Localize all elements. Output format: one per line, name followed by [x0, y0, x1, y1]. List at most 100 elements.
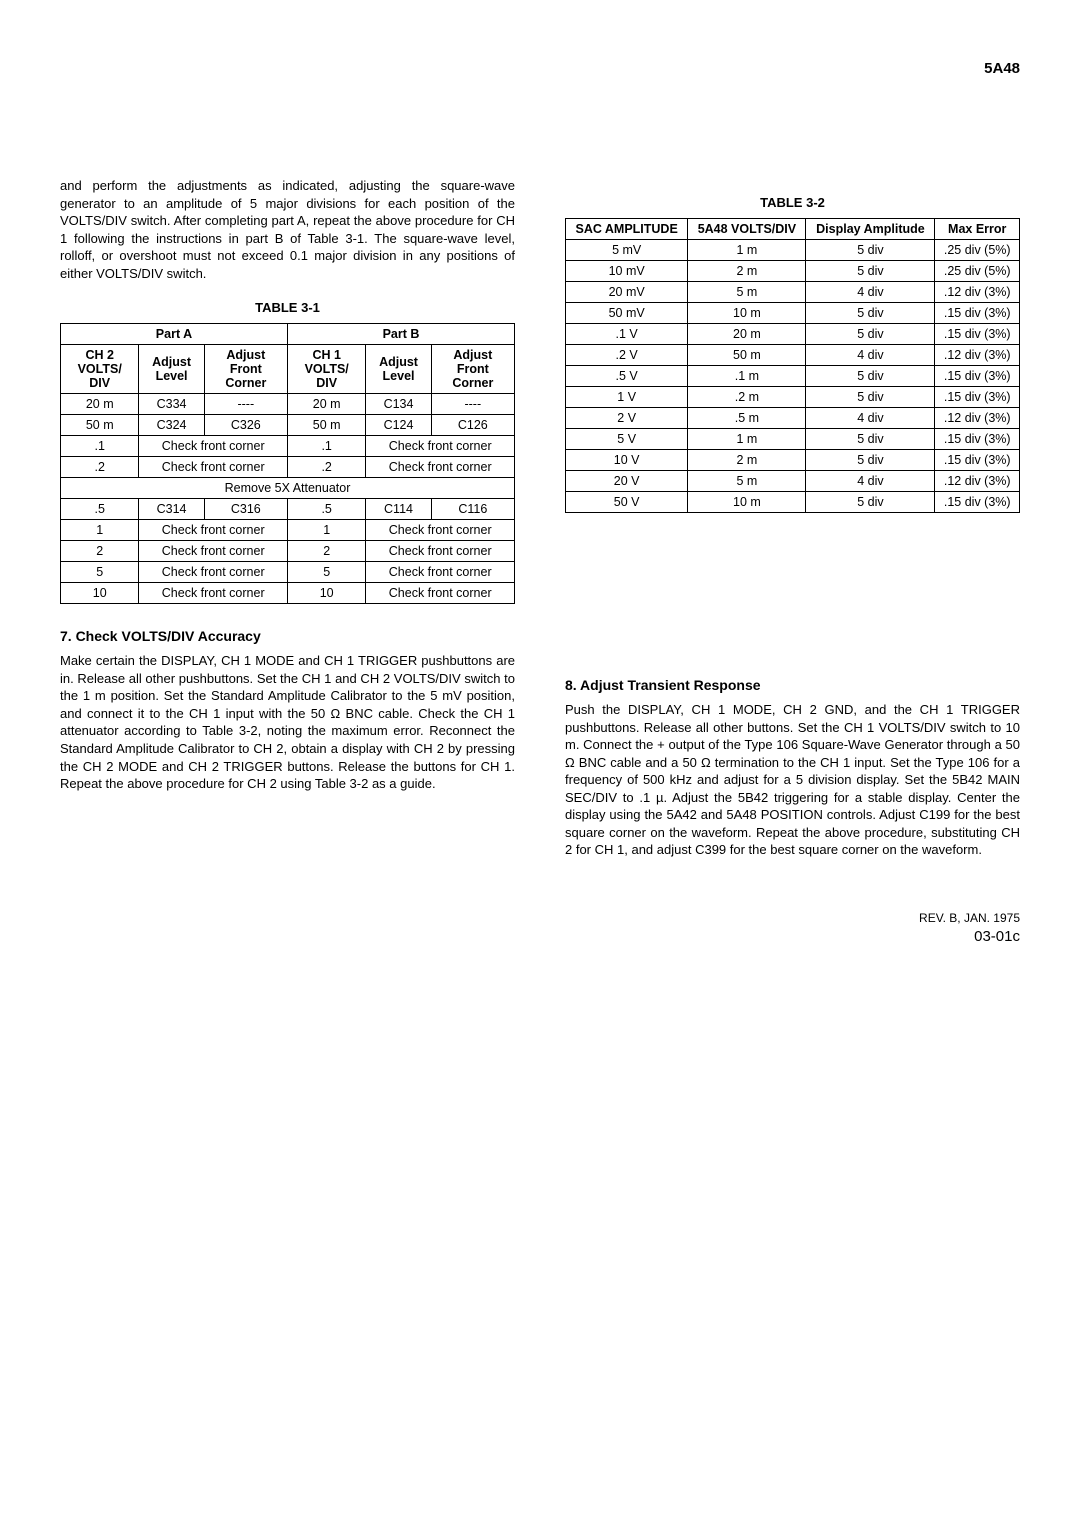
table-cell: .15 div (3%) [935, 429, 1020, 450]
table-cell: 20 m [287, 394, 365, 415]
t32-c3: Max Error [935, 219, 1020, 240]
table-cell: 5 m [688, 282, 806, 303]
table-cell: .15 div (3%) [935, 324, 1020, 345]
table-cell: .12 div (3%) [935, 471, 1020, 492]
table-cell: C114 [366, 499, 431, 520]
table-cell: Check front corner [366, 457, 515, 478]
table-cell: 5 m [688, 471, 806, 492]
table-cell: 2 [287, 541, 365, 562]
table-cell: .12 div (3%) [935, 282, 1020, 303]
table-cell: .5 [287, 499, 365, 520]
table-cell: Check front corner [366, 541, 515, 562]
table-cell: 5 div [806, 303, 935, 324]
table-cell: 5 div [806, 261, 935, 282]
table-3-2: SAC AMPLITUDE 5A48 VOLTS/DIV Display Amp… [565, 218, 1020, 513]
table-cell: C116 [431, 499, 514, 520]
table-cell: .15 div (3%) [935, 366, 1020, 387]
table-cell: 2 [61, 541, 139, 562]
col-a1: CH 2 VOLTS/ DIV [61, 345, 139, 394]
table-cell: .25 div (5%) [935, 261, 1020, 282]
table-cell: 50 m [61, 415, 139, 436]
table-cell: ---- [431, 394, 514, 415]
table-cell: .2 m [688, 387, 806, 408]
table-cell: C326 [204, 415, 287, 436]
table-cell: .1 V [566, 324, 688, 345]
section-8-title: 8. Adjust Transient Response [565, 677, 1020, 693]
table-cell: 20 mV [566, 282, 688, 303]
table-cell: .12 div (3%) [935, 345, 1020, 366]
table-cell: 10 m [688, 492, 806, 513]
table-cell: .5 V [566, 366, 688, 387]
table-cell: 4 div [806, 282, 935, 303]
section-7-title: 7. Check VOLTS/DIV Accuracy [60, 628, 515, 644]
table-cell: 5 [61, 562, 139, 583]
table-cell: 50 V [566, 492, 688, 513]
table-cell: C314 [139, 499, 204, 520]
table-cell: 2 V [566, 408, 688, 429]
table-cell: 10 [287, 583, 365, 604]
table-cell: Check front corner [139, 583, 288, 604]
table-cell: Check front corner [139, 436, 288, 457]
part-b-header: Part B [287, 324, 514, 345]
table-cell: 20 m [61, 394, 139, 415]
table-cell: .5 m [688, 408, 806, 429]
table-cell: Check front corner [366, 520, 515, 541]
table-cell: 1 m [688, 429, 806, 450]
section-7-body: Make certain the DISPLAY, CH 1 MODE and … [60, 652, 515, 792]
table-cell: 5 div [806, 450, 935, 471]
table-cell: .2 [61, 457, 139, 478]
table-cell: 1 [61, 520, 139, 541]
table-cell: 10 V [566, 450, 688, 471]
table-cell: C124 [366, 415, 431, 436]
table-cell: 5 div [806, 492, 935, 513]
table-cell: C134 [366, 394, 431, 415]
t32-c2: Display Amplitude [806, 219, 935, 240]
table-cell: .15 div (3%) [935, 387, 1020, 408]
table-cell: 1 m [688, 240, 806, 261]
table-cell: 5 div [806, 387, 935, 408]
table-cell: .15 div (3%) [935, 450, 1020, 471]
left-column: and perform the adjustments as indicated… [60, 177, 515, 871]
intro-paragraph: and perform the adjustments as indicated… [60, 177, 515, 282]
table-cell: .1 m [688, 366, 806, 387]
table-cell: ---- [204, 394, 287, 415]
col-b2: Adjust Level [366, 345, 431, 394]
table-cell: .5 [61, 499, 139, 520]
table-cell: 5 V [566, 429, 688, 450]
table-cell: Check front corner [366, 436, 515, 457]
table-cell: .25 div (5%) [935, 240, 1020, 261]
table-cell: .15 div (3%) [935, 303, 1020, 324]
table-cell: 1 [287, 520, 365, 541]
table-cell: .12 div (3%) [935, 408, 1020, 429]
col-b3: Adjust Front Corner [431, 345, 514, 394]
table-cell: 1 V [566, 387, 688, 408]
col-b1: CH 1 VOLTS/ DIV [287, 345, 365, 394]
revision-text: REV. B, JAN. 1975 [60, 911, 1020, 927]
table-3-1: Part A Part B CH 2 VOLTS/ DIV Adjust Lev… [60, 323, 515, 604]
table-cell: .1 [287, 436, 365, 457]
right-column: TABLE 3-2 SAC AMPLITUDE 5A48 VOLTS/DIV D… [565, 177, 1020, 871]
table-cell: 50 mV [566, 303, 688, 324]
table-cell: Check front corner [366, 583, 515, 604]
attenuator-row: Remove 5X Attenuator [61, 478, 515, 499]
table-cell: 50 m [688, 345, 806, 366]
t32-c0: SAC AMPLITUDE [566, 219, 688, 240]
table-cell: 4 div [806, 345, 935, 366]
table-cell: 5 div [806, 366, 935, 387]
page-footer: REV. B, JAN. 1975 03-01c [60, 911, 1020, 946]
table-cell: 5 div [806, 429, 935, 450]
table-cell: 50 m [287, 415, 365, 436]
table-cell: 5 [287, 562, 365, 583]
product-code: 5A48 [60, 60, 1020, 77]
table-cell: 20 m [688, 324, 806, 345]
table-cell: 4 div [806, 471, 935, 492]
table-cell: 5 mV [566, 240, 688, 261]
table-cell: 20 V [566, 471, 688, 492]
table-cell: Check front corner [139, 541, 288, 562]
table-cell: Check front corner [139, 520, 288, 541]
table-cell: 2 m [688, 450, 806, 471]
col-a3: Adjust Front Corner [204, 345, 287, 394]
table-cell: 10 m [688, 303, 806, 324]
page-number: 03-01c [60, 927, 1020, 947]
table-cell: Check front corner [139, 457, 288, 478]
